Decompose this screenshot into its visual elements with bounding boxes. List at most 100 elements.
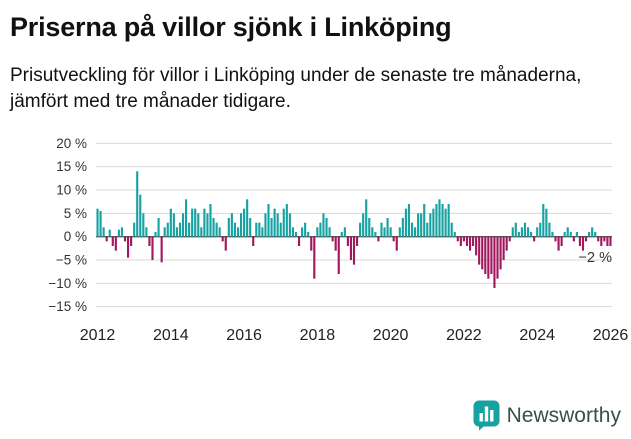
bar — [346, 236, 349, 247]
bar — [160, 236, 163, 263]
bar-chart: 20 % 15 % 10 % 5 % 0 % −5 % −10 % −15 % 2012 2014… — [10, 124, 628, 352]
bar — [169, 208, 172, 237]
bar — [334, 236, 337, 251]
bar — [600, 236, 603, 247]
bar — [139, 194, 142, 237]
bar — [227, 218, 230, 237]
bar — [230, 213, 233, 237]
bar — [374, 232, 377, 237]
y-axis-tick-label: 0 % — [64, 229, 87, 244]
bar — [417, 213, 420, 237]
bar — [197, 213, 200, 237]
bar — [554, 236, 557, 242]
bar — [136, 171, 139, 237]
bar — [270, 218, 273, 237]
bar — [337, 236, 340, 275]
bar — [468, 236, 472, 251]
bar — [539, 222, 542, 237]
bar — [414, 227, 417, 237]
bar — [588, 232, 591, 237]
bar — [563, 232, 566, 237]
bar — [117, 229, 120, 237]
bar — [502, 236, 505, 261]
bar — [438, 199, 441, 237]
bar — [484, 236, 487, 275]
bar — [569, 232, 572, 237]
bar — [578, 236, 582, 247]
bar — [426, 222, 429, 237]
y-axis-tick-label: 5 % — [64, 206, 87, 221]
bar — [200, 227, 203, 237]
bar — [301, 227, 304, 237]
bar — [224, 236, 227, 251]
bar — [151, 236, 154, 261]
bar — [267, 204, 270, 237]
bar — [261, 227, 264, 237]
bar — [310, 236, 313, 251]
bar — [188, 222, 191, 237]
bar — [398, 227, 401, 237]
bar — [603, 236, 606, 242]
bar — [551, 232, 554, 237]
bar — [291, 227, 295, 237]
bar — [99, 211, 102, 237]
bar-chart-svg: 20 % 15 % 10 % 5 % 0 % −5 % −10 % −15 % 2012 2014… — [48, 136, 629, 344]
bar — [282, 208, 285, 237]
bar — [362, 213, 365, 237]
x-axis-tick-label: 2014 — [153, 327, 189, 344]
bar — [166, 222, 169, 237]
brand-name: Newsworthy — [506, 403, 621, 427]
bar — [572, 236, 575, 242]
bar — [395, 236, 398, 251]
bar — [288, 213, 291, 237]
x-axis-tick-label: 2012 — [80, 327, 116, 344]
bar — [517, 232, 520, 237]
bar — [465, 236, 469, 247]
bar — [355, 236, 359, 247]
bar — [145, 227, 148, 237]
bar — [478, 236, 481, 265]
bar — [542, 204, 545, 237]
y-axis-tick-label: 10 % — [56, 183, 87, 198]
bar — [157, 218, 160, 237]
bar — [297, 236, 301, 247]
bar — [307, 232, 310, 237]
page-title: Priserna på villor sjönk i Linköping — [10, 12, 452, 42]
bar — [591, 227, 594, 237]
bar — [123, 236, 127, 242]
bar — [459, 236, 462, 247]
bar — [432, 208, 435, 237]
bar — [536, 227, 539, 237]
bar — [255, 222, 258, 237]
bar — [475, 236, 478, 256]
x-axis-tick-label: 2016 — [226, 327, 262, 344]
bar — [508, 236, 511, 242]
bar — [178, 222, 182, 237]
bar — [487, 236, 490, 279]
bar — [316, 227, 319, 237]
bar — [606, 236, 609, 247]
bar — [481, 236, 484, 270]
bar — [218, 227, 221, 237]
bar — [322, 213, 325, 237]
bar — [236, 227, 240, 237]
bar — [530, 232, 533, 237]
bar — [472, 236, 475, 247]
bar — [249, 218, 252, 237]
bar — [490, 236, 493, 275]
newsworthy-logo-icon — [473, 400, 500, 431]
bar — [319, 222, 322, 237]
bar — [499, 236, 502, 270]
bar — [209, 204, 212, 237]
bar — [566, 227, 569, 237]
bar — [389, 227, 392, 237]
bar — [172, 213, 175, 237]
bar — [435, 204, 438, 237]
bar — [352, 236, 356, 265]
bar — [273, 208, 276, 237]
bar — [365, 199, 368, 237]
brand-footer: Newsworthy — [473, 400, 621, 431]
x-axis-tick-label: 2026 — [593, 327, 629, 344]
y-axis-tick-label: −10 % — [48, 276, 87, 291]
bar — [96, 208, 99, 237]
